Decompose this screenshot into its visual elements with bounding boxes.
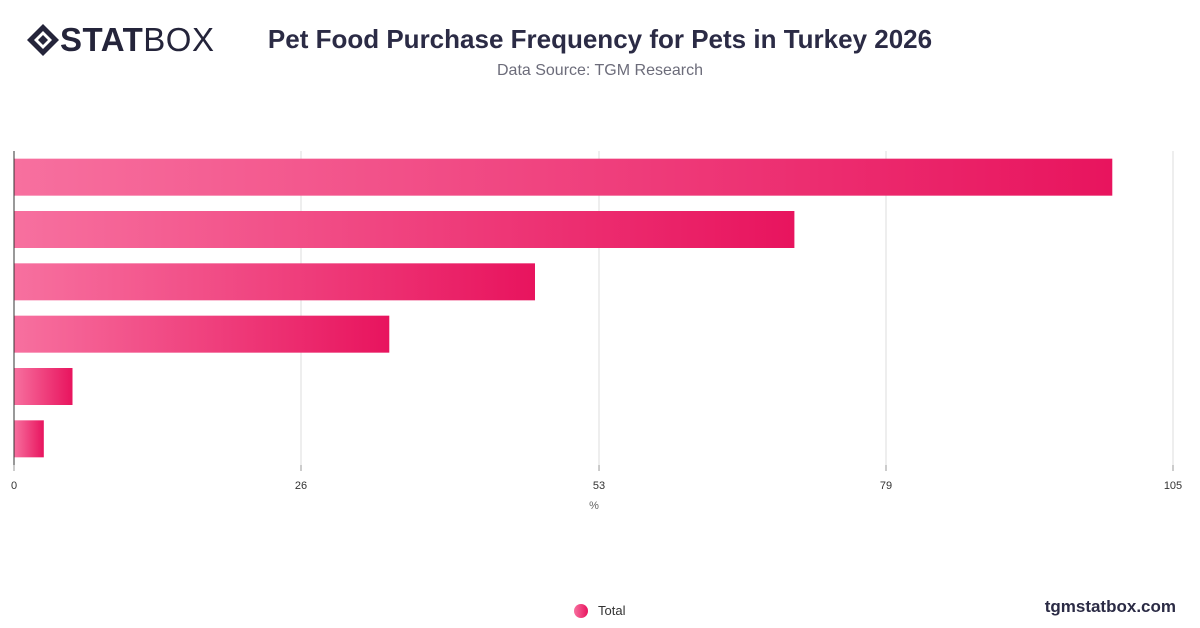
bar[interactable] bbox=[14, 420, 44, 458]
x-tick-label: 53 bbox=[593, 480, 605, 492]
chart-subtitle: Data Source: TGM Research bbox=[496, 62, 703, 79]
legend-dot-icon bbox=[574, 603, 588, 618]
statbox-logo: STATBOX bbox=[26, 22, 214, 58]
diamond-logo-icon bbox=[27, 24, 59, 56]
chart-title: Pet Food Purchase Frequency for Pets in … bbox=[267, 24, 933, 54]
x-axis-title: % bbox=[589, 500, 599, 512]
logo-text: STATBOX bbox=[60, 21, 215, 58]
legend[interactable]: Total bbox=[574, 603, 625, 618]
bar[interactable] bbox=[14, 158, 1113, 196]
bar[interactable] bbox=[14, 368, 73, 405]
bar[interactable] bbox=[14, 211, 795, 248]
x-tick-label: 105 bbox=[1164, 480, 1182, 492]
x-tick-label: 26 bbox=[295, 480, 307, 492]
x-tick-label: 0 bbox=[11, 480, 17, 492]
bar[interactable] bbox=[14, 263, 535, 301]
bar[interactable] bbox=[14, 315, 390, 353]
legend-label: Total bbox=[598, 603, 626, 618]
x-tick-label: 79 bbox=[880, 480, 892, 492]
footer-site-link[interactable]: tgmstatbox.com bbox=[1044, 597, 1176, 616]
